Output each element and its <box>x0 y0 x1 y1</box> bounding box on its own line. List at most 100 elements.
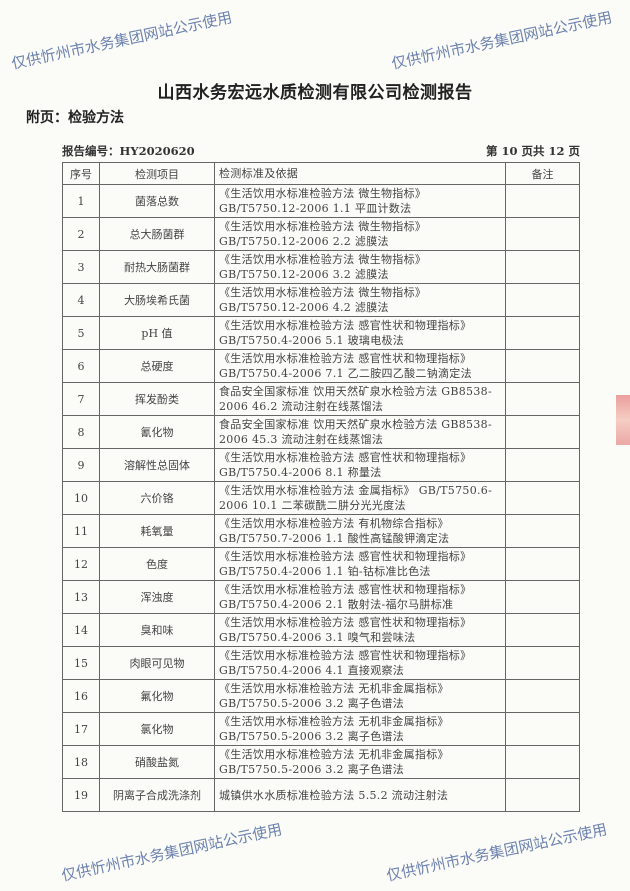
row-no: 4 <box>62 283 100 317</box>
row-no: 5 <box>62 316 100 350</box>
row-note <box>505 184 580 218</box>
row-method: 《生活饮用水标准检验方法 微生物指标》 GB/T5750.12-2006 1.1… <box>214 184 506 218</box>
row-method: 《生活饮用水标准检验方法 感官性状和物理指标》 GB/T5750.4-2006 … <box>214 580 506 614</box>
row-no: 6 <box>62 349 100 383</box>
row-method: 《生活饮用水标准检验方法 无机非金属指标》 GB/T5750.5-2006 3.… <box>214 712 506 746</box>
row-method: 《生活饮用水标准检验方法 微生物指标》 GB/T5750.12-2006 3.2… <box>214 250 506 284</box>
row-method: 《生活饮用水标准检验方法 无机非金属指标》 GB/T5750.5-2006 3.… <box>214 745 506 779</box>
table-row: 17 氯化物 《生活饮用水标准检验方法 无机非金属指标》 GB/T5750.5-20… <box>62 712 580 746</box>
row-no: 11 <box>62 514 100 548</box>
table-row: 10 六价铬 《生活饮用水标准检验方法 金属指标》 GB/T5750.6-2006 … <box>62 481 580 515</box>
watermark-text: 仅供忻州市水务集团网站公示使用 <box>9 8 234 73</box>
row-no: 17 <box>62 712 100 746</box>
row-method: 《生活饮用水标准检验方法 感官性状和物理指标》 GB/T5750.4-2006 … <box>214 646 506 680</box>
row-no: 3 <box>62 250 100 284</box>
table-row: 14 臭和味 《生活饮用水标准检验方法 感官性状和物理指标》 GB/T5750.4-… <box>62 613 580 647</box>
row-note <box>505 349 580 383</box>
row-note <box>505 283 580 317</box>
row-item: 总大肠菌群 <box>99 217 215 251</box>
row-no: 16 <box>62 679 100 713</box>
row-item: pH 值 <box>99 316 215 350</box>
row-no: 14 <box>62 613 100 647</box>
table-header-row: 序号 检测项目 检测标准及依据 备注 <box>62 162 580 185</box>
table-row: 19 阴离子合成洗涤剂 城镇供水水质标准检验方法 5.5.2 流动注射法 <box>62 778 580 812</box>
row-item: 菌落总数 <box>99 184 215 218</box>
table-row: 2 总大肠菌群 《生活饮用水标准检验方法 微生物指标》 GB/T5750.12-20… <box>62 217 580 251</box>
table-row: 7 挥发酚类 食品安全国家标准 饮用天然矿泉水检验方法 GB8538-2006 46… <box>62 382 580 416</box>
report-number: 报告编号：HY2020620 <box>62 144 195 158</box>
row-item: 大肠埃希氏菌 <box>99 283 215 317</box>
table-row: 5 pH 值《生活饮用水标准检验方法 感官性状和物理指标》 GB/T5750.4-… <box>62 316 580 350</box>
row-note <box>505 448 580 482</box>
table-row: 1 菌落总数 《生活饮用水标准检验方法 微生物指标》 GB/T5750.12-200… <box>62 184 580 218</box>
table-row: 4 大肠埃希氏菌 《生活饮用水标准检验方法 微生物指标》 GB/T5750.12-2… <box>62 283 580 317</box>
page-number: 第 10 页共 12 页 <box>485 144 580 158</box>
row-note <box>505 316 580 350</box>
row-item: 肉眼可见物 <box>99 646 215 680</box>
row-no: 1 <box>62 184 100 218</box>
report-title: 山西水务宏远水质检测有限公司检测报告 <box>157 83 473 103</box>
row-item: 总硬度 <box>99 349 215 383</box>
row-note <box>505 514 580 548</box>
row-no: 12 <box>62 547 100 581</box>
row-no: 15 <box>62 646 100 680</box>
row-method: 食品安全国家标准 饮用天然矿泉水检验方法 GB8538-2006 46.2 流动… <box>214 382 506 416</box>
row-note <box>505 679 580 713</box>
header-note: 备注 <box>505 162 580 185</box>
appendix-heading: 附页：检验方法 <box>26 110 124 126</box>
row-item: 硝酸盐氮 <box>99 745 215 779</box>
methods-table: 序号 检测项目 检测标准及依据 备注 1 菌落总数 《生活饮用水标准检验方法 微生物… <box>62 162 580 812</box>
row-no: 7 <box>62 382 100 416</box>
row-no: 13 <box>62 580 100 614</box>
row-item: 耐热大肠菌群 <box>99 250 215 284</box>
row-method: 《生活饮用水标准检验方法 微生物指标》 GB/T5750.12-2006 2.2… <box>214 217 506 251</box>
watermark-text: 仅供忻州市水务集团网站公示使用 <box>59 820 284 885</box>
header-item: 检测项目 <box>99 162 215 185</box>
row-method: 《生活饮用水标准检验方法 感官性状和物理指标》 GB/T5750.4-2006 … <box>214 448 506 482</box>
watermark-text: 仅供忻州市水务集团网站公示使用 <box>384 820 609 885</box>
row-no: 19 <box>62 778 100 812</box>
row-note <box>505 481 580 515</box>
row-no: 9 <box>62 448 100 482</box>
row-method: 《生活饮用水标准检验方法 有机物综合指标》 GB/T5750.7-2006 1.… <box>214 514 506 548</box>
table-row: 8 氰化物 食品安全国家标准 饮用天然矿泉水检验方法 GB8538-2006 45.… <box>62 415 580 449</box>
row-item: 阴离子合成洗涤剂 <box>99 778 215 812</box>
row-method: 《生活饮用水标准检验方法 无机非金属指标》 GB/T5750.5-2006 3.… <box>214 679 506 713</box>
row-item: 挥发酚类 <box>99 382 215 416</box>
row-method: 《生活饮用水标准检验方法 微生物指标》 GB/T5750.12-2006 4.2… <box>214 283 506 317</box>
row-no: 2 <box>62 217 100 251</box>
table-row: 15 肉眼可见物 《生活饮用水标准检验方法 感官性状和物理指标》 GB/T5750.… <box>62 646 580 680</box>
row-note <box>505 778 580 812</box>
row-note <box>505 712 580 746</box>
row-item: 色度 <box>99 547 215 581</box>
table-row: 13 浑浊度 《生活饮用水标准检验方法 感官性状和物理指标》 GB/T5750.4-… <box>62 580 580 614</box>
row-item: 臭和味 <box>99 613 215 647</box>
row-method: 《生活饮用水标准检验方法 感官性状和物理指标》 GB/T5750.4-2006 … <box>214 349 506 383</box>
row-item: 溶解性总固体 <box>99 448 215 482</box>
header-no: 序号 <box>62 162 100 185</box>
row-method: 城镇供水水质标准检验方法 5.5.2 流动注射法 <box>214 778 506 812</box>
row-item: 耗氧量 <box>99 514 215 548</box>
row-item: 氯化物 <box>99 712 215 746</box>
row-note <box>505 382 580 416</box>
row-note <box>505 646 580 680</box>
header-method: 检测标准及依据 <box>214 162 506 185</box>
table-row: 12 色度 《生活饮用水标准检验方法 感官性状和物理指标》 GB/T5750.4-2… <box>62 547 580 581</box>
row-no: 18 <box>62 745 100 779</box>
seal-stamp-fragment <box>616 395 630 445</box>
row-item: 六价铬 <box>99 481 215 515</box>
row-item: 浑浊度 <box>99 580 215 614</box>
row-method: 《生活饮用水标准检验方法 感官性状和物理指标》 GB/T5750.4-2006 … <box>214 316 506 350</box>
row-item: 氰化物 <box>99 415 215 449</box>
row-method: 《生活饮用水标准检验方法 感官性状和物理指标》 GB/T5750.4-2006 … <box>214 547 506 581</box>
row-note <box>505 217 580 251</box>
table-row: 3 耐热大肠菌群 《生活饮用水标准检验方法 微生物指标》 GB/T5750.12-2… <box>62 250 580 284</box>
table-row: 16 氟化物 《生活饮用水标准检验方法 无机非金属指标》 GB/T5750.5-20… <box>62 679 580 713</box>
row-note <box>505 580 580 614</box>
row-note <box>505 547 580 581</box>
row-no: 8 <box>62 415 100 449</box>
row-method: 《生活饮用水标准检验方法 感官性状和物理指标》 GB/T5750.4-2006 … <box>214 613 506 647</box>
table-row: 9 溶解性总固体 《生活饮用水标准检验方法 感官性状和物理指标》 GB/T5750.… <box>62 448 580 482</box>
table-row: 6 总硬度 《生活饮用水标准检验方法 感官性状和物理指标》 GB/T5750.4-2… <box>62 349 580 383</box>
row-note <box>505 415 580 449</box>
